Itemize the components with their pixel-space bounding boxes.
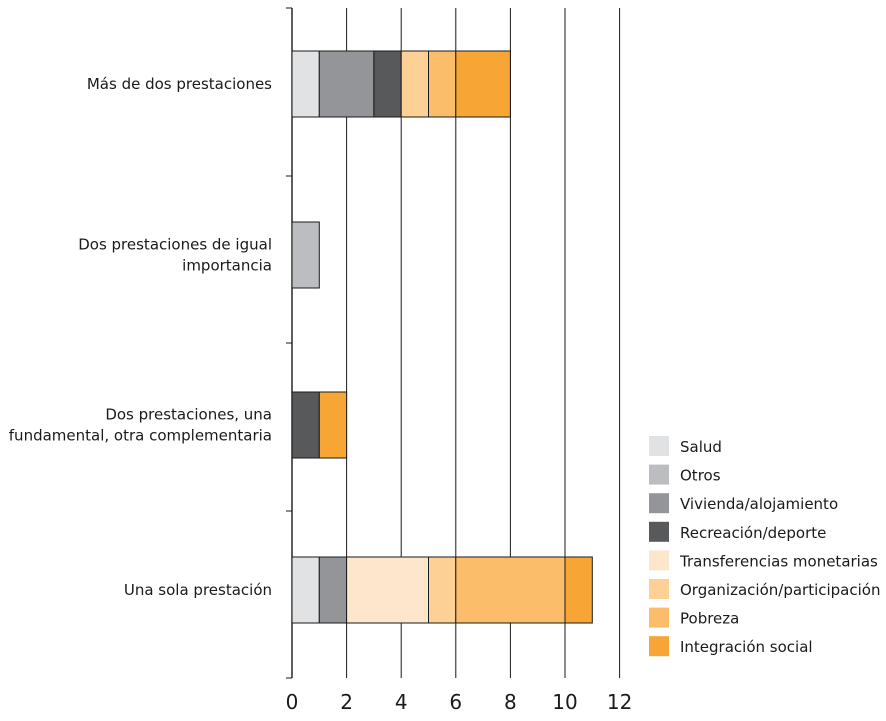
legend-label: Transferencias monetarias bbox=[679, 552, 878, 570]
bar-segment-4-7 bbox=[455, 556, 566, 624]
legend-label: Salud bbox=[680, 438, 722, 456]
legend-swatch bbox=[649, 493, 669, 514]
bar-segment-1-8 bbox=[455, 50, 511, 118]
legend: Salud Otros Vivienda/alojamiento Recreación… bbox=[649, 436, 880, 657]
category-label: fundamental, otra complementaria bbox=[9, 427, 272, 445]
legend-swatch bbox=[649, 579, 669, 599]
legend-swatch bbox=[649, 607, 669, 628]
bar-segment-3-4 bbox=[291, 391, 320, 459]
bars bbox=[291, 50, 593, 624]
bar-segment-3-8 bbox=[318, 391, 348, 459]
category-label: Dos prestaciones, una bbox=[105, 406, 272, 424]
x-tick-label: 4 bbox=[395, 690, 408, 714]
bar-segment-1-6 bbox=[400, 50, 430, 118]
bar-segment-2-2 bbox=[291, 221, 320, 289]
legend-swatch bbox=[649, 521, 669, 542]
legend-label: Organización/participación bbox=[680, 581, 880, 599]
x-tick-labels: 0 2 4 6 8 10 12 bbox=[286, 690, 633, 714]
bar-segment-1-1 bbox=[291, 50, 320, 118]
x-tick-label: 10 bbox=[552, 690, 577, 714]
legend-swatch bbox=[649, 436, 669, 456]
x-tick-label: 0 bbox=[286, 690, 299, 714]
bar-segment-4-5 bbox=[346, 556, 430, 624]
bar-segment-4-3 bbox=[318, 556, 348, 624]
bar-segment-1-7 bbox=[428, 50, 457, 118]
legend-label: Otros bbox=[680, 467, 721, 485]
bar-segment-1-4 bbox=[373, 50, 402, 118]
x-tick-label: 8 bbox=[504, 690, 517, 714]
legend-swatch bbox=[649, 464, 669, 485]
legend-swatch bbox=[649, 636, 669, 657]
legend-label: Pobreza bbox=[680, 610, 739, 628]
category-label: Más de dos prestaciones bbox=[87, 75, 272, 93]
x-tick-label: 6 bbox=[449, 690, 462, 714]
axes bbox=[286, 7, 292, 679]
bar-segment-4-1 bbox=[291, 556, 320, 624]
legend-label: Vivienda/alojamiento bbox=[680, 495, 838, 513]
category-label: Dos prestaciones de igual bbox=[78, 236, 272, 254]
bar-segment-1-3 bbox=[318, 50, 375, 118]
category-labels: Más de dos prestaciones Dos prestaciones … bbox=[9, 75, 272, 599]
x-tick-label: 12 bbox=[607, 690, 632, 714]
legend-label: Recreación/deporte bbox=[680, 524, 826, 542]
x-tick-label: 2 bbox=[340, 690, 353, 714]
category-label: Una sola prestación bbox=[124, 581, 272, 599]
category-label: importancia bbox=[182, 257, 272, 275]
bar-segment-4-8 bbox=[564, 556, 593, 624]
legend-label: Integración social bbox=[680, 638, 813, 656]
bar-segment-4-6 bbox=[428, 556, 457, 624]
legend-swatch bbox=[649, 550, 669, 571]
